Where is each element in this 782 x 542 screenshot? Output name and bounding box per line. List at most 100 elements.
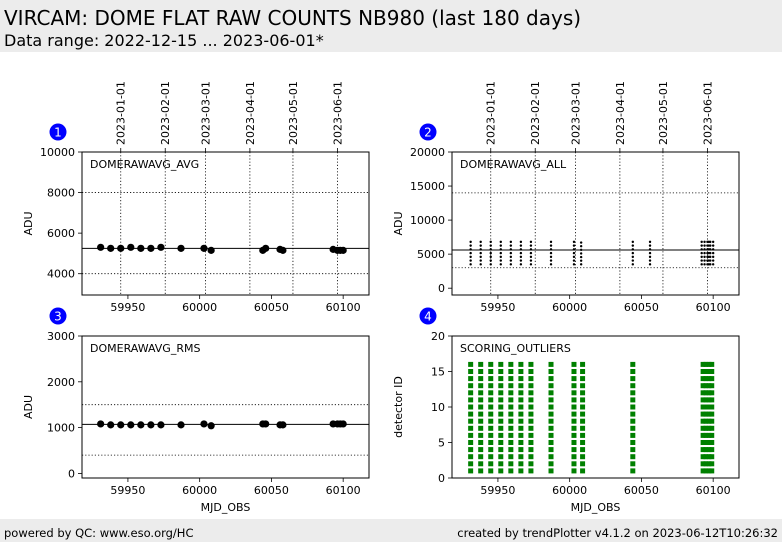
outlier-marker [571,454,577,460]
outlier-marker [488,383,494,389]
data-point [519,244,523,247]
outlier-marker [580,383,586,389]
x-tick-label: 60000 [552,484,587,497]
data-point [549,244,553,247]
x-tick-label: 59950 [110,484,145,497]
outlier-marker [488,418,494,424]
data-point [127,421,135,429]
outlier-marker [580,376,586,382]
y-tick-label: 5 [438,437,445,450]
data-point [572,255,576,259]
outlier-marker [706,369,712,374]
outlier-marker [528,411,534,417]
panel-number-badge [419,307,437,325]
outlier-marker [498,390,504,396]
data-point [489,244,492,247]
outlier-marker [468,447,474,453]
data-point [549,263,553,266]
data-point [711,263,715,266]
outlier-marker [548,383,554,389]
outlier-marker [700,418,706,424]
panel-number: 4 [424,310,432,324]
footer-powered-by: powered by QC: www.eso.org/HC [4,526,194,540]
outlier-marker [709,432,715,438]
outlier-marker [468,418,474,424]
outlier-marker [630,361,636,367]
data-point [519,240,523,244]
outlier-marker [548,447,554,453]
outlier-marker [630,411,636,417]
x-tick-label: 60000 [182,484,217,497]
trend-plots: 59950 60000 60050 6010040006000800010000202… [22,81,740,514]
outlier-marker [528,390,534,396]
x-axis-label: MJD_OBS [571,501,621,514]
data-point [529,259,533,262]
data-point [572,240,576,244]
outlier-marker [498,425,504,431]
data-point [479,263,482,266]
data-point [709,248,712,251]
outlier-marker [528,432,534,438]
panel-number: 2 [424,126,432,140]
outlier-marker [518,376,524,382]
outlier-marker [468,454,474,460]
outlier-marker [498,461,504,467]
outlier-marker [528,468,534,474]
date-tick-label: 2023-01-01 [115,81,128,145]
data-point [711,240,715,244]
outlier-marker [498,418,504,424]
outlier-marker [548,468,554,474]
outlier-marker [508,418,514,424]
data-point [703,259,706,262]
data-point [157,243,165,251]
y-tick-label: 20000 [410,146,445,159]
outlier-marker [548,404,554,410]
outlier-marker [580,454,586,460]
data-point [177,421,185,429]
outlier-marker [508,361,514,367]
outlier-marker [703,454,709,460]
data-point [262,420,270,428]
outlier-marker [478,376,484,382]
outlier-marker [548,440,554,445]
outlier-marker [488,454,494,460]
date-tick-label: 2023-04-01 [244,81,257,145]
outlier-marker [630,383,636,389]
outlier-marker [709,440,715,445]
data-point [117,244,125,252]
data-point [631,240,635,244]
outlier-marker [518,447,524,453]
outlier-marker [709,369,715,374]
outlier-marker [700,411,706,417]
outlier-marker [580,447,586,453]
outlier-marker [580,411,586,417]
outlier-marker [488,432,494,438]
outlier-marker [571,432,577,438]
outlier-marker [548,418,554,424]
data-marks [97,243,347,254]
outlier-marker [508,390,514,396]
data-point [509,244,513,247]
data-point [97,420,105,428]
data-marks [469,240,715,266]
data-point [529,244,533,247]
outlier-marker [508,447,514,453]
data-point [519,263,523,266]
date-tick-label: 2023-04-01 [614,81,627,145]
data-point [703,248,706,251]
outlier-marker [508,376,514,382]
outlier-marker [528,418,534,424]
outlier-marker [580,440,586,445]
x-tick-label: 60100 [326,301,361,314]
data-point [469,259,472,262]
panel-number-badge [49,123,67,141]
data-point [499,251,502,255]
outlier-marker [508,369,514,374]
outlier-marker [468,440,474,445]
outlier-marker [703,383,709,389]
data-point [157,421,165,429]
outlier-marker [498,404,504,410]
outlier-marker [703,411,709,417]
y-axis-label: ADU [392,211,405,235]
outlier-marker [488,425,494,431]
